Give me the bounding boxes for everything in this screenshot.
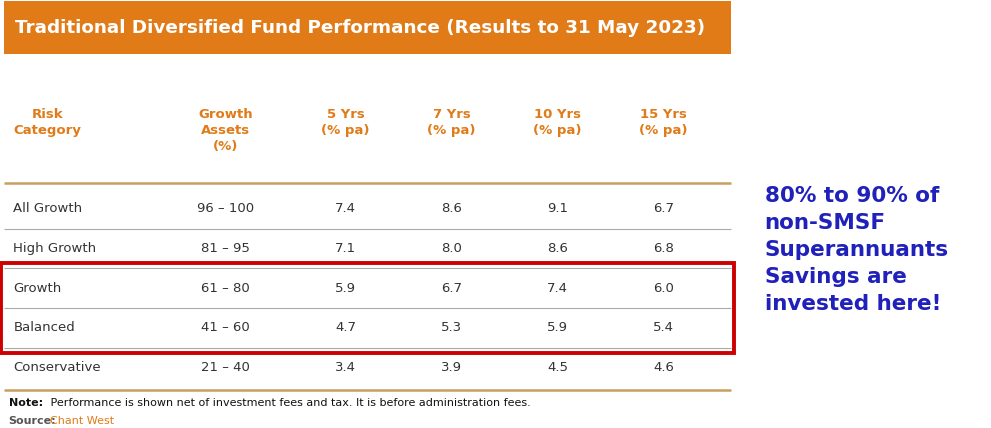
Text: 4.5: 4.5: [547, 361, 568, 374]
Text: 10 Yrs
(% pa): 10 Yrs (% pa): [533, 108, 582, 137]
FancyBboxPatch shape: [4, 1, 730, 54]
Text: Traditional Diversified Fund Performance (Results to 31 May 2023): Traditional Diversified Fund Performance…: [15, 18, 706, 36]
Text: Chant West: Chant West: [50, 416, 114, 426]
Text: 3.9: 3.9: [441, 361, 462, 374]
Text: 81 – 95: 81 – 95: [201, 242, 250, 255]
Text: 4.7: 4.7: [335, 321, 356, 334]
Text: 6.7: 6.7: [653, 202, 674, 215]
Text: 6.7: 6.7: [441, 282, 462, 294]
Text: High Growth: High Growth: [13, 242, 96, 255]
Text: 7 Yrs
(% pa): 7 Yrs (% pa): [427, 108, 476, 137]
Text: 5.9: 5.9: [547, 321, 568, 334]
Text: 9.1: 9.1: [547, 202, 568, 215]
Text: 5.9: 5.9: [335, 282, 356, 294]
Text: Note:: Note:: [9, 398, 43, 408]
Text: 8.6: 8.6: [547, 242, 568, 255]
Text: Performance is shown net of investment fees and tax. It is before administration: Performance is shown net of investment f…: [47, 398, 531, 408]
Text: Balanced: Balanced: [13, 321, 75, 334]
Text: All Growth: All Growth: [13, 202, 82, 215]
Text: 8.6: 8.6: [441, 202, 462, 215]
Text: Source:: Source:: [9, 416, 56, 426]
Text: 3.4: 3.4: [335, 361, 356, 374]
Text: 61 – 80: 61 – 80: [201, 282, 250, 294]
Text: Conservative: Conservative: [13, 361, 101, 374]
Text: Growth
Assets
(%): Growth Assets (%): [198, 108, 253, 153]
Text: 41 – 60: 41 – 60: [201, 321, 250, 334]
Text: 15 Yrs
(% pa): 15 Yrs (% pa): [639, 108, 688, 137]
Text: 5 Yrs
(% pa): 5 Yrs (% pa): [321, 108, 370, 137]
Text: 7.4: 7.4: [547, 282, 568, 294]
Text: Risk
Category: Risk Category: [13, 108, 81, 137]
Text: 4.6: 4.6: [653, 361, 674, 374]
Text: 5.4: 5.4: [653, 321, 674, 334]
Text: 21 – 40: 21 – 40: [201, 361, 250, 374]
Text: 6.0: 6.0: [653, 282, 674, 294]
Text: Growth: Growth: [13, 282, 61, 294]
Text: 5.3: 5.3: [441, 321, 462, 334]
Text: 7.1: 7.1: [335, 242, 356, 255]
Text: 96 – 100: 96 – 100: [196, 202, 254, 215]
Text: 8.0: 8.0: [441, 242, 462, 255]
Text: 80% to 90% of
non-SMSF
Superannuants
Savings are
invested here!: 80% to 90% of non-SMSF Superannuants Sav…: [764, 185, 948, 314]
Text: 6.8: 6.8: [653, 242, 674, 255]
Text: 7.4: 7.4: [335, 202, 356, 215]
